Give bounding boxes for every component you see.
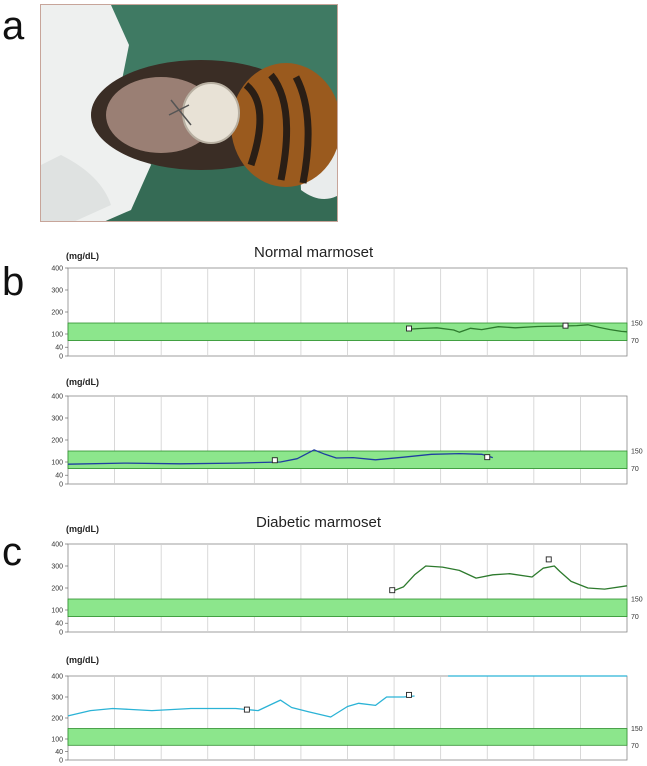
diabetic-marmoset-title: Diabetic marmoset	[256, 514, 382, 531]
event-marker	[271, 457, 278, 464]
event-marker	[389, 587, 396, 594]
y-tick-label: 300	[51, 416, 63, 423]
glucose-series-line	[391, 565, 628, 592]
right-tick-label: 70	[631, 614, 639, 621]
glucose-series-line	[67, 695, 415, 718]
glucose-series-line	[408, 324, 628, 333]
y-tick-label: 400	[51, 266, 63, 273]
y-tick-label: 400	[51, 394, 63, 401]
right-tick-label: 70	[631, 466, 639, 473]
glucose-chart-diabetic-2: 0 40 100 200 300 400 70 150	[51, 674, 643, 765]
unit-label: (mg/dL)	[66, 655, 99, 665]
y-tick-label: 300	[51, 288, 63, 295]
y-tick-label: 40	[55, 749, 63, 756]
glucose-chart-diabetic-1: 0 40 100 200 300 400 70 150	[51, 542, 643, 637]
event-marker	[562, 322, 569, 329]
target-range-band	[67, 728, 628, 746]
glucose-series-line	[67, 449, 493, 465]
right-tick-label: 150	[631, 321, 643, 328]
y-tick-label: 200	[51, 716, 63, 723]
y-tick-label: 0	[59, 482, 63, 489]
panel-label-c: c	[2, 530, 22, 574]
target-range-band	[67, 598, 628, 618]
y-tick-label: 40	[55, 621, 63, 628]
y-tick-label: 100	[51, 737, 63, 744]
target-range-band	[67, 450, 628, 470]
glucose-chart-normal-2: 0 40 100 200 300 400 70 150	[51, 394, 643, 489]
y-tick-label: 200	[51, 438, 63, 445]
unit-label: (mg/dL)	[66, 524, 99, 534]
right-tick-label: 150	[631, 449, 643, 456]
event-marker	[406, 691, 412, 698]
y-tick-label: 200	[51, 310, 63, 317]
y-tick-label: 100	[51, 332, 63, 339]
event-marker	[243, 706, 250, 713]
unit-label: (mg/dL)	[66, 251, 99, 261]
event-marker	[484, 454, 491, 461]
y-tick-label: 400	[51, 674, 63, 681]
y-tick-label: 0	[59, 354, 63, 361]
y-tick-label: 100	[51, 460, 63, 467]
y-tick-label: 400	[51, 542, 63, 549]
right-tick-label: 70	[631, 338, 639, 345]
right-tick-label: 150	[631, 726, 643, 733]
y-tick-label: 200	[51, 586, 63, 593]
y-tick-label: 300	[51, 564, 63, 571]
y-tick-label: 300	[51, 695, 63, 702]
target-range-band	[67, 322, 628, 342]
right-tick-label: 150	[631, 597, 643, 604]
glucose-chart-normal-1: 0 40 100 200 300 400 70 150	[51, 266, 643, 361]
y-tick-label: 0	[59, 758, 63, 765]
event-marker	[545, 556, 552, 563]
event-marker	[406, 325, 412, 332]
y-tick-label: 100	[51, 608, 63, 615]
right-tick-label: 70	[631, 743, 639, 750]
y-tick-label: 40	[55, 345, 63, 352]
y-tick-label: 40	[55, 473, 63, 480]
y-tick-label: 0	[59, 630, 63, 637]
panel-label-a: a	[2, 4, 25, 48]
marmoset-photo	[40, 4, 338, 222]
panel-label-b: b	[2, 260, 25, 304]
unit-label: (mg/dL)	[66, 377, 99, 387]
normal-marmoset-title: Normal marmoset	[254, 244, 374, 261]
